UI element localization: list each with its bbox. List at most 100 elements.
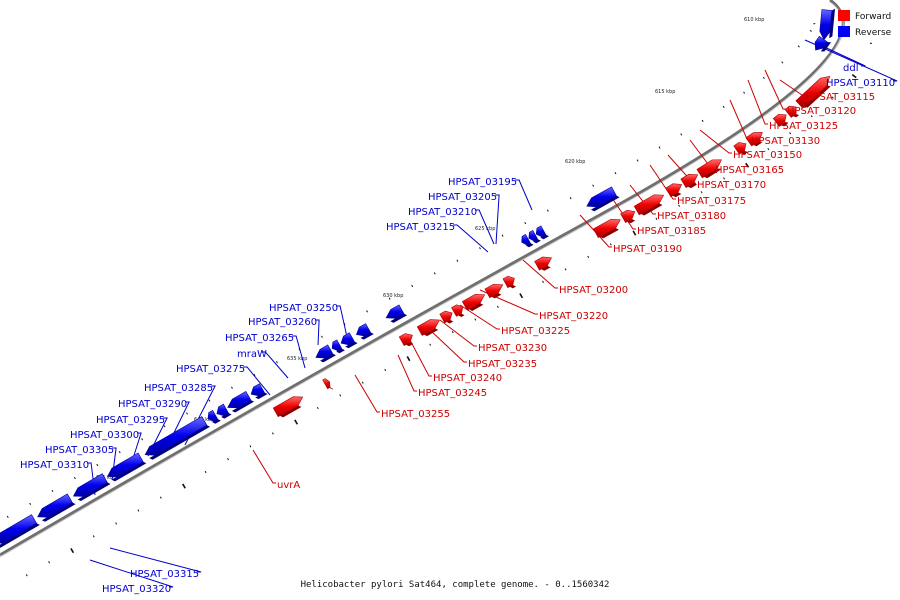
forward-leader-line: [699, 129, 732, 154]
gene-shadow: [320, 353, 336, 363]
legend-forward-label: Forward: [855, 12, 891, 22]
reverse-leader-line: [292, 335, 306, 369]
reverse-gene-arrow: [340, 332, 355, 346]
reverse-gene-arrow: [315, 344, 334, 359]
scale-tick: [115, 522, 118, 525]
forward-gene-arrow: [398, 333, 413, 347]
scale-tick: [141, 438, 144, 441]
scale-tick: [658, 146, 661, 149]
scale-tick: [253, 373, 256, 377]
reverse-leader-line: [261, 351, 289, 379]
reverse-gene-arrow: [586, 186, 617, 208]
scale-tick: [429, 343, 432, 346]
forward-gene-label: HPSAT_03220: [539, 311, 608, 322]
figure-caption: Helicobacter pylori Sat464, complete gen…: [301, 580, 610, 590]
forward-gene-label: HPSAT_03115: [806, 92, 875, 103]
gene-shadow: [540, 234, 550, 240]
scale-tick: [271, 432, 274, 435]
scale-tick: [294, 419, 299, 425]
reverse-leader-line: [89, 559, 174, 588]
scale-tick: [137, 509, 140, 512]
gene-shadow: [509, 284, 517, 289]
scale-tick: [609, 243, 612, 246]
forward-gene-label: HPSAT_03150: [733, 150, 802, 161]
gene-shadow: [336, 348, 345, 354]
scale-tick: [655, 217, 658, 221]
legend-forward-swatch: [838, 10, 850, 21]
scale-tick: [227, 458, 229, 461]
forward-gene-arrow: [322, 378, 331, 390]
forward-leader-line: [649, 164, 676, 200]
scale-tick: [501, 234, 504, 237]
gene-shadow: [672, 192, 682, 198]
scale-tick: [186, 412, 188, 415]
gene-shadow: [329, 387, 334, 390]
reverse-gene-arrow: [37, 493, 73, 518]
gene-shadow: [458, 313, 465, 317]
reverse-gene-arrow: [814, 35, 828, 51]
scale-tick: [25, 574, 28, 577]
scale-tick: [321, 335, 323, 338]
reverse-gene-arrow: [106, 452, 144, 478]
scale-tick: [51, 489, 54, 493]
scale-tick: [636, 159, 639, 162]
scale-tick: [451, 330, 454, 334]
reverse-gene-label: HPSAT_03295: [96, 415, 165, 426]
scale-tick: [208, 399, 211, 402]
reverse-leader-line: [495, 194, 500, 245]
scale-tick: [546, 209, 549, 212]
scale-tick: [70, 548, 75, 554]
gene-shadow: [446, 319, 454, 324]
reverse-leader-line: [109, 547, 202, 573]
scale-tick: [388, 297, 391, 300]
gene-shadow: [792, 113, 800, 118]
reverse-gene-label: HPSAT_03195: [448, 177, 517, 188]
scale-tick: [789, 132, 792, 135]
forward-leader-line: [409, 339, 432, 377]
gene-shadow: [405, 342, 414, 347]
reverse-gene-arrow: [227, 390, 252, 409]
reverse-gene-arrow: [385, 304, 405, 319]
scale-tick: [745, 162, 750, 168]
scale-tick: [474, 318, 477, 321]
scale-tick: [339, 394, 342, 397]
scale-tick: [587, 255, 590, 259]
forward-gene-label: HPSAT_03200: [559, 285, 628, 296]
forward-leader-line: [439, 319, 477, 347]
forward-gene-arrow: [416, 319, 441, 336]
scale-tick: [479, 247, 481, 250]
forward-gene-label: HPSAT_03225: [501, 326, 570, 337]
scale-tick: [678, 204, 680, 207]
scale-tick: [406, 356, 411, 362]
forward-leader-line: [747, 79, 768, 125]
forward-leader-line: [609, 194, 636, 230]
forward-gene-arrow: [439, 310, 453, 324]
scale-tick: [701, 119, 704, 122]
gene-shadow: [279, 405, 302, 418]
reverse-leader-line: [453, 224, 489, 253]
reverse-gene-label: HPSAT_03320: [102, 584, 171, 595]
gene-shadow: [541, 265, 551, 271]
scale-tick: [231, 386, 233, 389]
reverse-gene-label: ddl: [843, 63, 858, 74]
scale-tick: [569, 196, 572, 200]
reverse-gene-label: HPSAT_03210: [408, 207, 477, 218]
gene-features: [0, 8, 836, 548]
legend: Forward Reverse: [838, 10, 892, 38]
gene-shadow: [687, 182, 698, 189]
reverse-gene-arrow: [521, 233, 531, 246]
legend-reverse-swatch: [838, 26, 850, 37]
scale-tick: [411, 284, 414, 288]
scale-tick: [456, 259, 459, 262]
scale-tick: [869, 42, 872, 45]
scale-tick: [851, 73, 857, 79]
reverse-gene-label: HPSAT_03285: [144, 383, 213, 394]
kbp-tick-label: 615 kbp: [655, 89, 675, 95]
reverse-gene-arrow: [331, 339, 343, 352]
scale-tick-marks: [6, 23, 872, 577]
kbp-tick-label: 635 kbp: [287, 356, 307, 362]
forward-gene-label: HPSAT_03255: [381, 409, 450, 420]
reverse-leader-line: [147, 417, 168, 457]
scale-tick: [163, 425, 166, 428]
scale-tick: [797, 45, 800, 48]
